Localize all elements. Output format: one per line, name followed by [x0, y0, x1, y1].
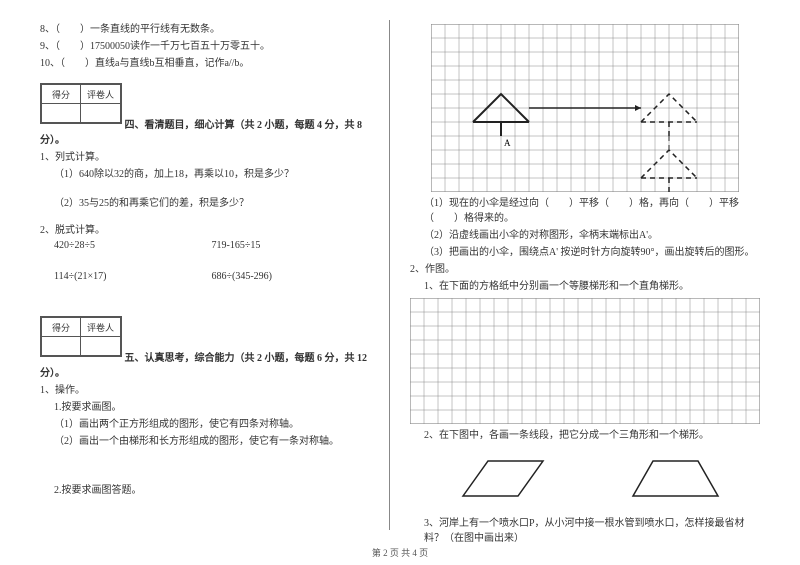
s5-q1-1: 1.按要求画图。: [54, 400, 369, 415]
calc-row-2: 114÷(21×17) 686÷(345-296): [54, 271, 369, 282]
s5-q1-2: 2.按要求画图答题。: [54, 483, 369, 498]
section-5-title: 五、认真思考，综合能力（共 2 小题，每题 6 分，共 12: [125, 353, 368, 364]
score-header-score: 得分: [42, 85, 81, 104]
score-table-5: 得分 评卷人: [40, 316, 122, 357]
blank-grid: [410, 298, 760, 424]
s4-q1b: （2）35与25的和再乘它们的差，积是多少？: [54, 196, 369, 211]
section-5-title-cont: 分）。: [40, 366, 369, 381]
calc-a: 420÷28÷5: [54, 240, 212, 251]
calc-c: 114÷(21×17): [54, 271, 212, 282]
umbrella-grid: A: [431, 24, 739, 192]
r-q2-1: 1、在下面的方格纸中分别画一个等腰梯形和一个直角梯形。: [424, 279, 760, 294]
left-column: 8、（ ）一条直线的平行线有无数条。 9、（ ）17500050读作一千万七百五…: [40, 20, 369, 530]
r-q2-2: 2、在下图中，各画一条线段，把它分成一个三角形和一个梯形。: [424, 428, 760, 443]
r-line-1: （1）现在的小伞是经过向（ ）平移（ ）格，再向（ ）平移（ ）格得来的。: [424, 196, 760, 226]
grader-cell: [81, 104, 121, 123]
s5-q1-1a: （1）画出两个正方形组成的图形，使它有四条对称轴。: [54, 417, 369, 432]
score-header-grader: 评卷人: [81, 85, 121, 104]
s4-q1: 1、列式计算。: [40, 150, 369, 165]
grader-cell: [81, 337, 121, 356]
r-q3: 3、河岸上有一个喷水口P，从小河中接一根水管到喷水口，怎样接最省材料？（在图中画…: [424, 516, 760, 546]
svg-text:A: A: [504, 138, 511, 148]
score-cell: [42, 104, 81, 123]
r-line-3: （3）把画出的小伞，围绕点A' 按逆时针方向旋转90°，画出旋转后的图形。: [424, 245, 760, 260]
s5-q1: 1、操作。: [40, 383, 369, 398]
question-10: 10、（ ）直线a与直线b互相垂直，记作a//b。: [40, 56, 369, 71]
column-divider: [389, 20, 390, 530]
parallelogram-shape: [443, 451, 553, 506]
question-9: 9、（ ）17500050读作一千万七百五十万零五十。: [40, 39, 369, 54]
calc-row-1: 420÷28÷5 719-165÷15: [54, 240, 369, 251]
score-header-grader: 评卷人: [81, 318, 121, 337]
s4-q2: 2、脱式计算。: [40, 223, 369, 238]
s5-q1-1b: （2）画出一个由梯形和长方形组成的图形，使它有一条对称轴。: [54, 434, 369, 449]
s4-q1a: （1）640除以32的商，加上18，再乘以10，积是多少？: [54, 167, 369, 182]
shape-row: [410, 451, 760, 506]
right-column: A （1）现在的小伞是经过向（ ）平移（ ）格，再向（ ）平移（ ）格得来的。 …: [410, 20, 760, 530]
score-cell: [42, 337, 81, 356]
page-footer: 第 2 页 共 4 页: [0, 546, 800, 559]
r-line-2: （2）沿虚线画出小伞的对称图形，伞柄末端标出A'。: [424, 228, 760, 243]
section-4-title-cont: 分）。: [40, 133, 369, 148]
section-4-title: 四、看清题目，细心计算（共 2 小题，每题 4 分，共 8: [125, 120, 363, 131]
question-8: 8、（ ）一条直线的平行线有无数条。: [40, 22, 369, 37]
trapezoid-shape: [618, 451, 728, 506]
score-table-4: 得分 评卷人: [40, 83, 122, 124]
score-header-score: 得分: [42, 318, 81, 337]
calc-b: 719-165÷15: [212, 240, 370, 251]
calc-d: 686÷(345-296): [212, 271, 370, 282]
r-q2: 2、作图。: [410, 262, 760, 277]
